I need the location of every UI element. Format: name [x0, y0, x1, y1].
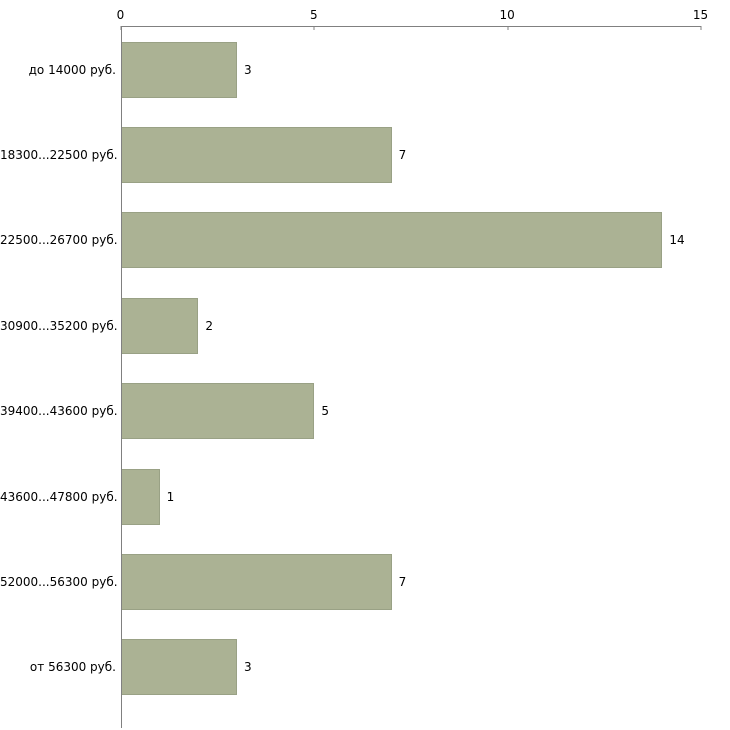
x-axis-line: 0 5 10 15 [117, 0, 708, 30]
row-plot-area: 3 [121, 27, 701, 112]
axis-label-spacer [0, 0, 121, 27]
row-plot-area: 1 [121, 454, 701, 539]
row-plot-area: 5 [121, 369, 701, 454]
value-label: 2 [205, 318, 213, 333]
category-label: 39400...43600 руб. [0, 404, 118, 419]
bar [121, 212, 663, 269]
chart-row: 39400...43600 руб. 5 [0, 369, 730, 454]
category-label: 18300...22500 руб. [0, 148, 118, 163]
x-axis-tick: 15 [693, 8, 708, 30]
value-label: 7 [398, 574, 407, 589]
category-label: 30900...35200 руб. [0, 318, 118, 333]
category-label: 43600...47800 руб. [0, 489, 118, 504]
x-axis-tick-label: 15 [692, 8, 709, 22]
value-label: 7 [398, 148, 407, 163]
bar [121, 127, 392, 184]
bar [121, 41, 237, 98]
row-plot-area: 14 [121, 198, 701, 283]
chart-row: от 56300 руб. 3 [0, 625, 730, 710]
chart-row: 22500...26700 руб. 14 [0, 198, 730, 283]
bar [121, 383, 315, 440]
category-label: до 14000 руб. [28, 62, 116, 77]
row-plot-area: 2 [121, 283, 701, 368]
row-plot-area: 7 [121, 112, 701, 197]
x-axis-header: 0 5 10 15 [0, 0, 730, 30]
bar-rows-container: до 14000 руб. 3 18300...22500 руб. 7 22500..… [0, 27, 730, 710]
value-label: 5 [321, 404, 329, 419]
bar [121, 297, 199, 354]
chart-row: 30900...35200 руб. 2 [0, 283, 730, 368]
value-label: 3 [244, 62, 252, 77]
value-label: 1 [166, 489, 175, 504]
row-plot-area: 3 [121, 625, 701, 710]
value-label: 3 [244, 660, 252, 675]
bar [121, 639, 237, 696]
chart-row: 43600...47800 руб. 1 [0, 454, 730, 539]
chart-row: 18300...22500 руб. 7 [0, 112, 730, 197]
bar [121, 553, 392, 610]
bar [121, 468, 160, 525]
x-axis-tick-label: 0 [116, 8, 125, 22]
y-axis-line [121, 27, 122, 728]
row-plot-area: 7 [121, 539, 701, 624]
x-axis-tick: 5 [310, 8, 318, 30]
category-label: 22500...26700 руб. [0, 233, 118, 248]
value-label: 14 [669, 233, 685, 248]
category-label: от 56300 руб. [29, 660, 116, 675]
x-axis-tick-label: 10 [499, 8, 515, 22]
category-label: 52000...56300 руб. [0, 574, 118, 589]
chart-row: 52000...56300 руб. 7 [0, 539, 730, 624]
x-axis-tick-label: 5 [310, 8, 318, 22]
x-axis-tick: 10 [500, 8, 515, 30]
chart-row: до 14000 руб. 3 [0, 27, 730, 112]
